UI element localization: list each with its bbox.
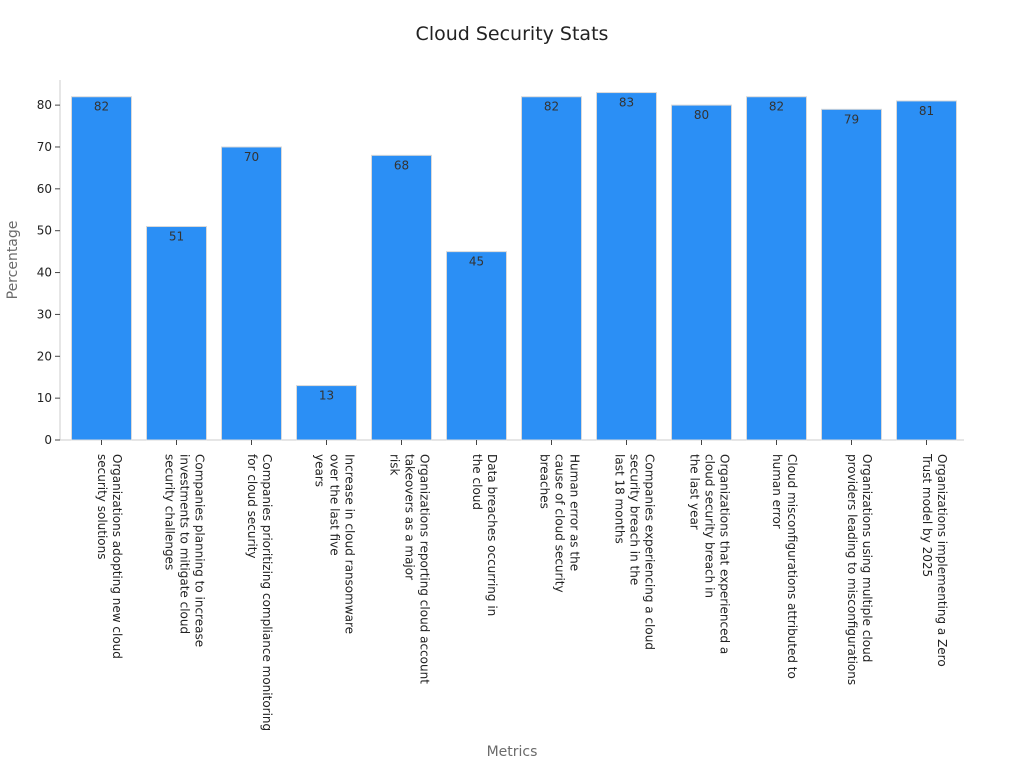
bar (671, 104, 732, 441)
bar (146, 226, 207, 441)
bar (221, 146, 282, 441)
x-category-label-line: Companies experiencing a cloud (643, 454, 657, 650)
x-category-label: Cloud misconfigurations attributed tohum… (770, 454, 799, 679)
x-category-label-line: Organizations reporting cloud account (418, 454, 432, 684)
x-category-label: Organizations reporting cloud accounttak… (388, 454, 432, 684)
x-category-label: Organizations using multiple cloudprovid… (845, 454, 874, 685)
chart-title: Cloud Security Stats (416, 23, 609, 45)
bar-value-label: 82 (769, 100, 784, 114)
x-category-label-line: the last year (688, 454, 702, 530)
x-category-label-line: breaches (538, 454, 552, 509)
x-category-label-line: investments to mitigate cloud (178, 454, 192, 634)
bar-value-label: 70 (244, 150, 259, 164)
bar (896, 100, 957, 441)
bar (296, 385, 357, 441)
x-category-label-line: Organizations implementing a Zero (935, 454, 949, 667)
x-category-label-line: last 18 months (613, 454, 627, 544)
y-axis-title: Percentage (5, 221, 21, 300)
x-category-label-line: security solutions (95, 454, 109, 560)
bar (446, 251, 507, 441)
x-category-label: Organizations adopting new cloudsecurity… (95, 454, 124, 659)
x-axis-title: Metrics (487, 744, 538, 760)
y-tick-label: 60 (37, 182, 52, 196)
bar-value-label: 81 (919, 104, 934, 118)
y-tick-label: 30 (37, 307, 52, 321)
x-category-label-line: Data breaches occurring in (485, 454, 499, 616)
x-category-label-line: Companies prioritizing compliance monito… (260, 454, 274, 731)
bar-value-label: 82 (94, 100, 109, 114)
y-tick-label: 50 (37, 224, 52, 238)
x-category-label-line: Increase in cloud ransomware (343, 454, 357, 634)
x-category-label-line: Organizations using multiple cloud (860, 454, 874, 662)
x-axis-category-labels: Organizations adopting new cloudsecurity… (95, 440, 949, 731)
bar-series (71, 92, 957, 441)
x-category-label-line: cloud security breach in (703, 454, 717, 598)
x-category-label-line: Human error as the (568, 454, 582, 571)
bar-value-label: 83 (619, 96, 634, 110)
x-category-label-line: security challenges (163, 454, 177, 570)
bar (71, 96, 132, 441)
bar-value-label: 80 (694, 108, 709, 122)
bar-value-label: 68 (394, 158, 409, 172)
x-category-label-line: the cloud (470, 454, 484, 510)
x-category-label-line: Trust model by 2025 (920, 453, 934, 577)
x-category-label-line: Organizations adopting new cloud (110, 454, 124, 659)
x-category-label-line: Cloud misconfigurations attributed to (785, 454, 799, 679)
bar-value-label: 82 (544, 100, 559, 114)
x-category-label-line: years (313, 454, 327, 487)
y-tick-label: 80 (37, 98, 52, 112)
x-category-label-line: Companies planning to increase (193, 454, 207, 647)
bar (371, 154, 432, 441)
bar (596, 92, 657, 441)
bar (521, 96, 582, 441)
x-category-label-line: human error (770, 454, 784, 529)
data-labels: 82 51 70 13 68 45 82 83 80 82 79 81 (94, 96, 934, 403)
bar-value-label: 13 (319, 389, 334, 403)
y-tick-label: 0 (44, 433, 52, 447)
y-tick-label: 20 (37, 349, 52, 363)
x-category-label-line: takeovers as a major (403, 454, 417, 580)
y-tick-label: 40 (37, 266, 52, 280)
x-category-label-line: risk (388, 454, 402, 476)
bar-value-label: 45 (469, 255, 484, 269)
bar-value-label: 51 (169, 230, 184, 244)
bar-value-label: 79 (844, 112, 859, 126)
bar (821, 108, 882, 441)
x-category-label-line: security breach in the (628, 454, 642, 585)
y-tick-label: 10 (37, 391, 52, 405)
bar (746, 96, 807, 441)
y-axis-ticks: 0 10 20 30 40 50 60 70 80 (37, 98, 60, 447)
y-tick-label: 70 (37, 140, 52, 154)
x-category-label: Companies planning to increaseinvestment… (163, 454, 207, 647)
x-category-label-line: Organizations that experienced a (718, 454, 732, 654)
x-category-label-line: over the last five (328, 454, 342, 556)
x-category-label-line: providers leading to misconfigurations (845, 454, 859, 685)
x-category-label: Companies prioritizing compliance monito… (245, 454, 274, 731)
x-category-label-line: for cloud security (245, 454, 259, 559)
x-category-label-line: cause of cloud security (553, 454, 567, 593)
